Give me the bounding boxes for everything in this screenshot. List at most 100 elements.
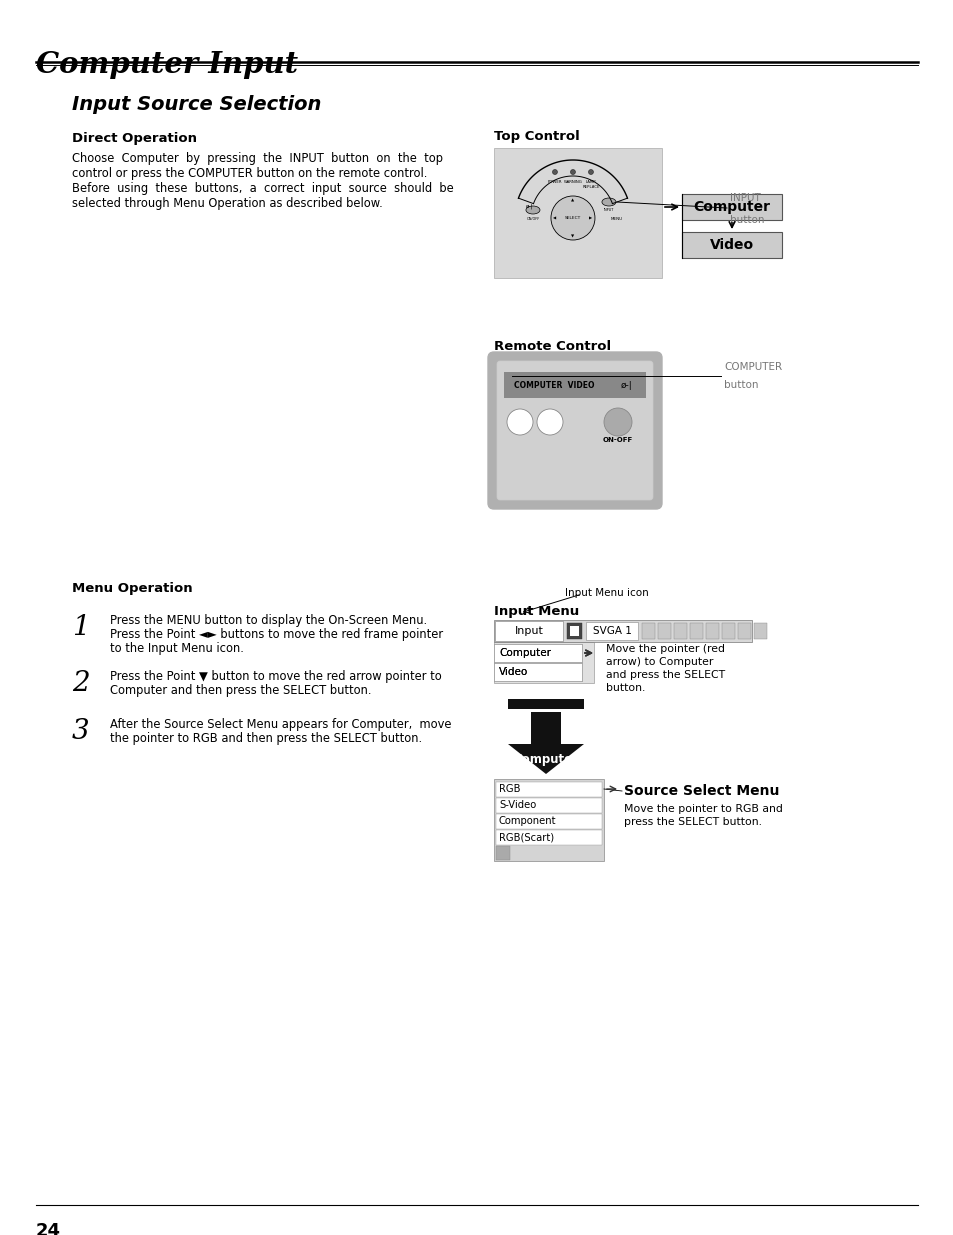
Text: Input Menu icon: Input Menu icon [564,588,648,598]
Bar [753,622,766,638]
Text: 1: 1 [71,614,90,641]
Bar [494,779,603,861]
Text: Direct Operation: Direct Operation [71,132,196,144]
Bar [503,372,645,398]
Text: Video: Video [498,667,528,677]
Bar [658,622,670,638]
Text: arrow) to Computer: arrow) to Computer [605,657,713,667]
Bar [496,830,601,845]
Text: Computer: Computer [693,200,770,214]
Text: ON/OFF: ON/OFF [526,217,539,221]
Bar [641,622,655,638]
Text: Input Menu: Input Menu [494,605,578,618]
Text: Before  using  these  buttons,  a  correct  input  source  should  be: Before using these buttons, a correct in… [71,182,454,195]
Text: Top Control: Top Control [494,130,579,143]
Bar [507,699,583,709]
Text: selected through Menu Operation as described below.: selected through Menu Operation as descr… [71,198,382,210]
Bar [494,663,581,680]
Bar [495,621,562,641]
Text: button.: button. [605,683,644,693]
Bar [721,622,734,638]
Text: to the Input Menu icon.: to the Input Menu icon. [110,642,244,655]
Text: ▲: ▲ [571,198,574,203]
Text: ø-|: ø-| [620,380,632,389]
Bar [569,626,578,636]
Text: Input: Input [514,626,543,636]
Text: ▼: ▼ [571,233,574,238]
Bar [494,620,751,642]
Text: button: button [723,380,758,390]
Bar [585,622,638,640]
Text: COMPUTER: COMPUTER [723,362,781,372]
Bar [494,148,661,278]
Bar [681,232,781,258]
Text: COMPUTER  VIDEO: COMPUTER VIDEO [514,380,594,389]
Ellipse shape [525,206,539,214]
Circle shape [506,409,533,435]
Bar [496,798,601,813]
Circle shape [570,169,575,174]
Text: ▶: ▶ [589,216,592,220]
Text: LAMP
REPLACE: LAMP REPLACE [581,180,599,189]
FancyBboxPatch shape [497,361,652,500]
Text: SELECT: SELECT [564,216,580,220]
Text: ◀: ◀ [553,216,556,220]
Text: INPUT: INPUT [729,193,760,203]
Circle shape [603,408,631,436]
Text: Computer and then press the SELECT button.: Computer and then press the SELECT butto… [110,684,371,697]
Bar [494,642,594,683]
Bar [689,622,702,638]
Bar [494,643,581,662]
Text: Press the Point ▼ button to move the red arrow pointer to: Press the Point ▼ button to move the red… [110,671,441,683]
Text: Video: Video [498,667,528,677]
Text: After the Source Select Menu appears for Computer,  move: After the Source Select Menu appears for… [110,718,451,731]
Text: INPUT: INPUT [603,207,614,212]
Text: Remote Control: Remote Control [494,340,611,353]
Ellipse shape [601,198,616,206]
Text: Choose  Computer  by  pressing  the  INPUT  button  on  the  top: Choose Computer by pressing the INPUT bu… [71,152,442,165]
Polygon shape [507,743,583,774]
Bar [738,622,750,638]
Text: the pointer to RGB and then press the SELECT button.: the pointer to RGB and then press the SE… [110,732,421,745]
Text: MENU: MENU [610,217,622,221]
Circle shape [552,169,557,174]
Text: Move the pointer to RGB and: Move the pointer to RGB and [623,804,782,814]
Text: and press the SELECT: and press the SELECT [605,671,724,680]
Text: Computer: Computer [498,648,551,658]
Text: press the SELECT button.: press the SELECT button. [623,818,761,827]
Text: Source Select Menu: Source Select Menu [623,784,779,798]
Bar [496,814,601,829]
Text: 2: 2 [71,671,90,697]
Text: button: button [729,215,763,225]
Text: Input Source Selection: Input Source Selection [71,95,321,114]
Text: control or press the COMPUTER button on the remote control.: control or press the COMPUTER button on … [71,167,427,180]
Text: 3: 3 [71,718,90,745]
Text: RGB(Scart): RGB(Scart) [498,832,554,842]
Bar [705,622,719,638]
Text: WARNING: WARNING [563,180,581,184]
Bar [566,622,581,638]
Text: Press the MENU button to display the On-Screen Menu.: Press the MENU button to display the On-… [110,614,427,627]
Text: 24: 24 [36,1221,61,1235]
Text: S-Video: S-Video [498,800,536,810]
Circle shape [537,409,562,435]
Bar [681,194,781,220]
Text: ON-OFF: ON-OFF [602,437,633,443]
Text: POWER: POWER [547,180,561,184]
Bar [494,663,581,680]
Text: Video: Video [709,238,753,252]
Text: Computer: Computer [498,648,551,658]
Bar [531,713,560,743]
Bar [494,643,581,662]
Bar [496,846,510,860]
Text: Computer: Computer [513,752,578,766]
Bar [496,782,601,797]
Circle shape [551,196,595,240]
FancyBboxPatch shape [488,352,661,509]
Text: Computer Input: Computer Input [36,49,297,79]
Text: Menu Operation: Menu Operation [71,582,193,595]
Circle shape [588,169,593,174]
Text: Move the pointer (red: Move the pointer (red [605,643,724,655]
Bar [673,622,686,638]
Text: SVGA 1: SVGA 1 [592,626,631,636]
